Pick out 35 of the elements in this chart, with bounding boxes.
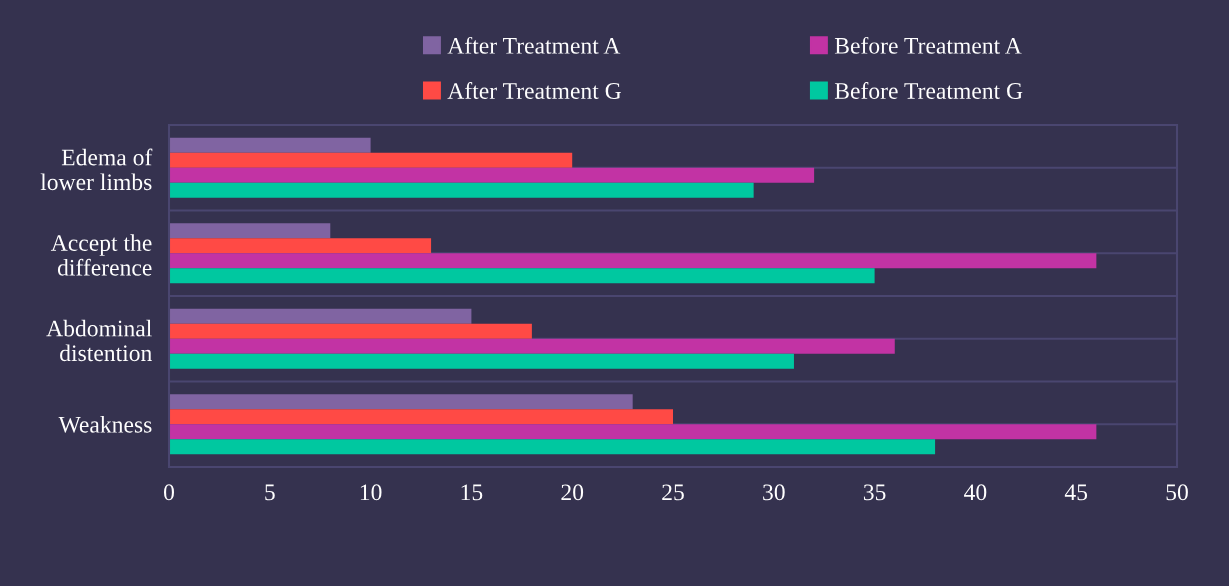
x-tick-label: 30 (763, 484, 785, 501)
bar (169, 424, 1097, 440)
x-tick-label: 0 (164, 484, 174, 501)
x-tick-label: 15 (461, 484, 483, 501)
bar (169, 268, 875, 284)
bar (169, 394, 633, 410)
x-tick-label: 5 (265, 484, 275, 501)
y-tick-label: Weakness (58, 416, 152, 433)
bar (169, 137, 371, 153)
bar (169, 439, 936, 455)
bar (169, 308, 472, 324)
x-tick-label: 45 (1064, 484, 1088, 501)
x-tick-label: 50 (1166, 484, 1188, 501)
legend-label: After Treatment G (447, 82, 622, 99)
bar (169, 182, 754, 198)
y-tick-label: Abdominal distention (46, 319, 152, 362)
x-tick-label: 20 (561, 484, 584, 501)
x-tick-label: 35 (863, 484, 886, 501)
x-tick-label: 10 (360, 484, 382, 501)
bar (169, 338, 895, 354)
legend-label: After Treatment A (447, 36, 621, 54)
bar (169, 409, 673, 425)
x-tick-label: 40 (964, 484, 987, 501)
y-tick-label: Accept the difference (50, 234, 152, 276)
legend-label: Before Treatment G (834, 82, 1023, 99)
y-tick-label: Edema of lower limbs (40, 148, 153, 191)
bar (169, 152, 573, 168)
bar (169, 223, 331, 239)
bar (169, 238, 432, 254)
bar (169, 167, 815, 183)
legend-label: Before Treatment A (834, 36, 1022, 54)
bar (169, 253, 1097, 269)
bar (169, 353, 794, 369)
bar (169, 323, 532, 339)
x-tick-label: 25 (662, 484, 684, 501)
